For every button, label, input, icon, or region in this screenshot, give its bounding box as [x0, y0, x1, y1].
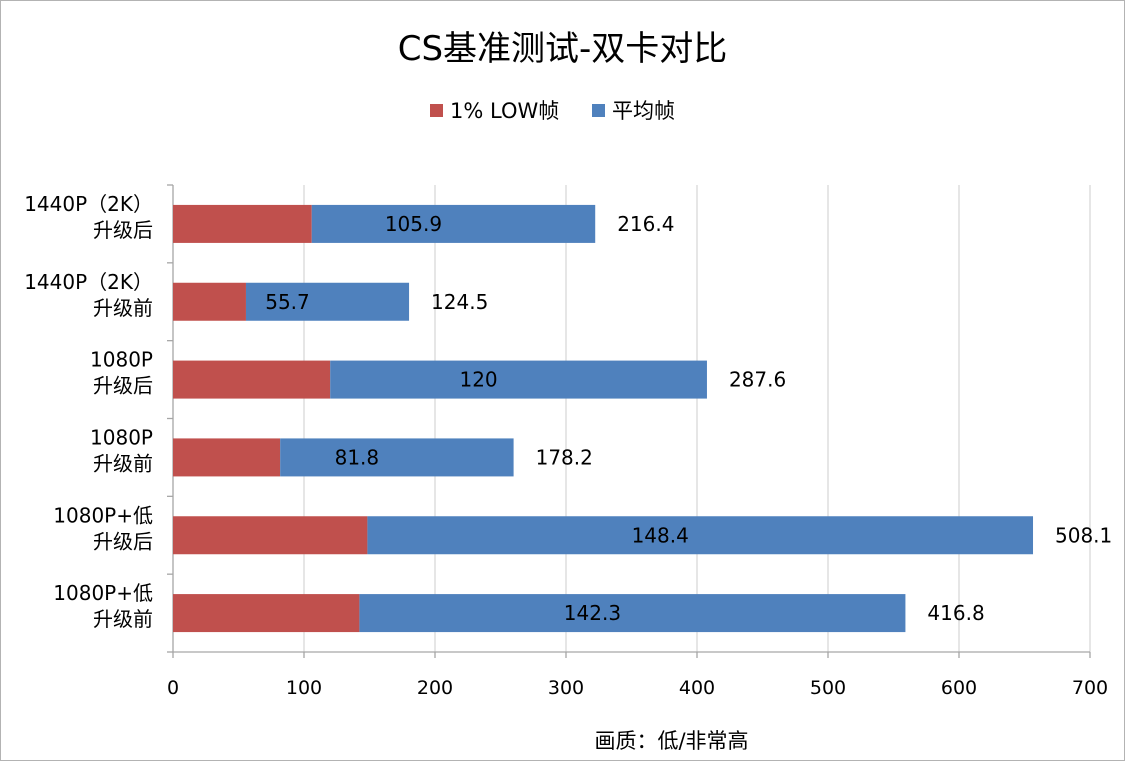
legend-swatch-1 [430, 104, 443, 117]
data-label-1-series-1: 105.9 [385, 212, 442, 236]
bar-4-series-2 [280, 438, 514, 477]
category-label-3-line-2: 升级后 [93, 374, 153, 398]
bar-2-series-2 [245, 282, 410, 321]
category-label-4-line-1: 1080P [90, 425, 153, 449]
x-tick-label-400: 400 [679, 677, 715, 699]
category-label-2-line-2: 升级前 [93, 296, 153, 320]
bar-1-series-2 [311, 204, 596, 243]
x-tick-label-0: 0 [167, 677, 179, 699]
data-label-3-series-2: 287.6 [729, 368, 786, 392]
x-tick-label-500: 500 [810, 677, 846, 699]
data-label-6-series-2: 416.8 [927, 601, 984, 625]
x-tick-label-700: 700 [1072, 677, 1108, 699]
category-label-6-line-1: 1080P+低 [53, 581, 153, 605]
bar-2-series-1 [173, 282, 246, 321]
bar-6-series-2 [359, 594, 906, 633]
data-label-3-series-1: 120 [459, 368, 497, 392]
bar-3-series-2 [330, 360, 707, 399]
bar-1-series-1 [173, 204, 312, 243]
category-label-1-line-1: 1440P（2K） [24, 192, 153, 216]
x-tick-label-100: 100 [286, 677, 322, 699]
x-tick-label-600: 600 [941, 677, 977, 699]
chart-title: CS基准测试-双卡对比 [398, 29, 728, 69]
data-label-4-series-2: 178.2 [536, 445, 593, 469]
category-label-5-line-2: 升级后 [93, 529, 153, 553]
bar-5-series-1 [173, 516, 368, 555]
data-label-2-series-2: 124.5 [431, 290, 488, 314]
bar-6-series-1 [173, 594, 360, 633]
data-label-6-series-1: 142.3 [564, 601, 621, 625]
category-label-1-line-2: 升级后 [93, 218, 153, 242]
category-label-4-line-2: 升级前 [93, 451, 153, 475]
data-label-4-series-1: 81.8 [335, 445, 380, 469]
bar-3-series-1 [173, 360, 331, 399]
category-label-3-line-1: 1080P [90, 348, 153, 372]
legend-label-2: 平均帧 [612, 99, 675, 123]
x-axis-title: 画质：低/非常高 [594, 729, 748, 753]
bar-5-series-2 [367, 516, 1034, 555]
data-label-5-series-1: 148.4 [632, 523, 689, 547]
legend-swatch-2 [592, 104, 605, 117]
x-tick-label-300: 300 [548, 677, 584, 699]
category-label-6-line-2: 升级前 [93, 607, 153, 631]
x-tick-label-200: 200 [417, 677, 453, 699]
data-label-2-series-1: 55.7 [265, 290, 310, 314]
category-label-2-line-1: 1440P（2K） [24, 270, 153, 294]
bar-4-series-1 [173, 438, 281, 477]
data-label-5-series-2: 508.1 [1055, 523, 1112, 547]
legend-label-1: 1% LOW帧 [450, 99, 559, 123]
category-label-5-line-1: 1080P+低 [53, 503, 153, 527]
data-label-1-series-2: 216.4 [617, 212, 674, 236]
